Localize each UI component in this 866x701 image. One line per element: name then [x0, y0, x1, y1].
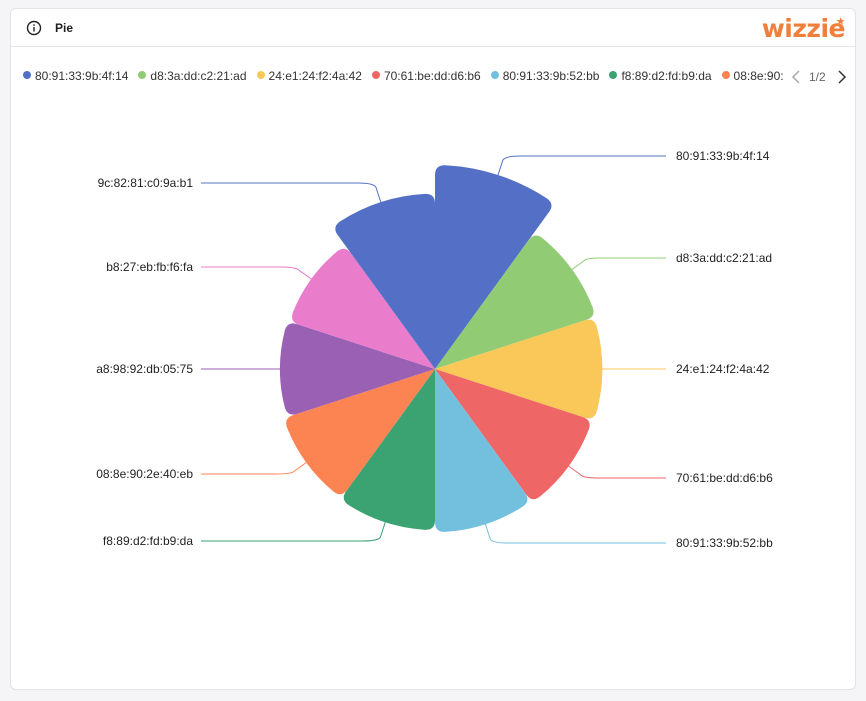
legend-label: 08:8e:90:2e:40:eb [733, 69, 783, 83]
legend-label: f8:89:d2:fd:b9:da [621, 69, 712, 83]
legend-swatch [371, 71, 380, 79]
slice-label: a8:98:92:db:05:75 [96, 362, 193, 376]
pie-slice[interactable] [335, 193, 435, 369]
legend-item[interactable]: d8:3a:dd:c2:21:ad [138, 69, 247, 83]
pie-slice[interactable] [286, 369, 435, 495]
chart-legend: 80:91:33:9b:4f:14 d8:3a:dd:c2:21:ad 24:e1:… [23, 69, 783, 85]
legend-item[interactable]: 80:91:33:9b:4f:14 [23, 69, 128, 83]
slice-label-line [484, 522, 666, 544]
legend-swatch [721, 71, 730, 79]
slice-label: 80:91:33:9b:4f:14 [676, 149, 770, 163]
wizzie-logo: wizzie ★ [761, 14, 846, 44]
slice-label: 24:e1:24:f2:4a:42 [676, 362, 770, 376]
widget-card: Pie wizzie ★ 80:91:33:9b:4f:14 d8:3a:dd:c… [10, 8, 856, 690]
logo-text: wizzie [761, 14, 846, 43]
pie-slice[interactable] [435, 319, 603, 419]
pie-slice[interactable] [435, 235, 594, 369]
widget-header: Pie wizzie ★ [11, 9, 855, 47]
pie-slice[interactable] [291, 248, 435, 369]
legend-label: 80:91:33:9b:52:bb [502, 69, 600, 83]
slice-label-line [496, 155, 666, 178]
legend-item[interactable]: 80:91:33:9b:52:bb [490, 69, 600, 83]
legend-swatch [23, 71, 31, 79]
slice-label: d8:3a:dd:c2:21:ad [676, 251, 772, 265]
widget-title: Pie [55, 21, 74, 35]
legend-item[interactable]: f8:89:d2:fd:b9:da [609, 69, 712, 83]
pie-slice[interactable] [343, 369, 435, 530]
pie-slice[interactable] [435, 369, 528, 532]
legend-page-indicator: 1/2 [809, 70, 826, 84]
legend-swatch [138, 71, 147, 79]
slice-label-line [201, 520, 387, 542]
slice-label: b8:27:eb:fb:f6:fa [106, 260, 193, 274]
slice-label-line [570, 257, 666, 272]
logo-star-icon: ★ [835, 15, 846, 28]
slice-label-line [201, 460, 309, 475]
legend-item[interactable]: 70:61:be:dd:d6:b6 [371, 69, 481, 83]
legend-label: 24:e1:24:f2:4a:42 [268, 69, 362, 83]
slice-label: 9c:82:81:c0:9a:b1 [98, 176, 194, 190]
slice-label-line [201, 266, 314, 281]
legend-item[interactable]: 08:8e:90:2e:40:eb [721, 69, 783, 83]
slice-label-line [201, 182, 382, 205]
info-icon[interactable] [26, 20, 42, 36]
pie-slice[interactable] [279, 323, 435, 415]
slice-label-line [566, 464, 666, 479]
legend-swatch [490, 71, 499, 79]
legend-label: d8:3a:dd:c2:21:ad [150, 69, 247, 83]
pie-slice[interactable] [435, 369, 590, 500]
slice-label: 70:61:be:dd:d6:b6 [676, 471, 773, 485]
legend-label: 70:61:be:dd:d6:b6 [383, 69, 481, 83]
slice-label: 08:8e:90:2e:40:eb [96, 467, 193, 481]
chevron-left-icon[interactable] [789, 69, 803, 85]
pie-slice[interactable] [435, 165, 552, 369]
legend-label: 80:91:33:9b:4f:14 [35, 69, 129, 83]
legend-swatch [256, 71, 265, 79]
slice-label: 80:91:33:9b:52:bb [676, 536, 773, 550]
chevron-right-icon[interactable] [835, 69, 849, 85]
legend-swatch [609, 71, 618, 79]
slice-label: f8:89:d2:fd:b9:da [103, 534, 193, 548]
rose-pie-chart: 80:91:33:9b:4f:14 d8:3a:dd:c2:21:ad 24:e1:… [96, 149, 773, 550]
legend-item[interactable]: 24:e1:24:f2:4a:42 [256, 69, 362, 83]
